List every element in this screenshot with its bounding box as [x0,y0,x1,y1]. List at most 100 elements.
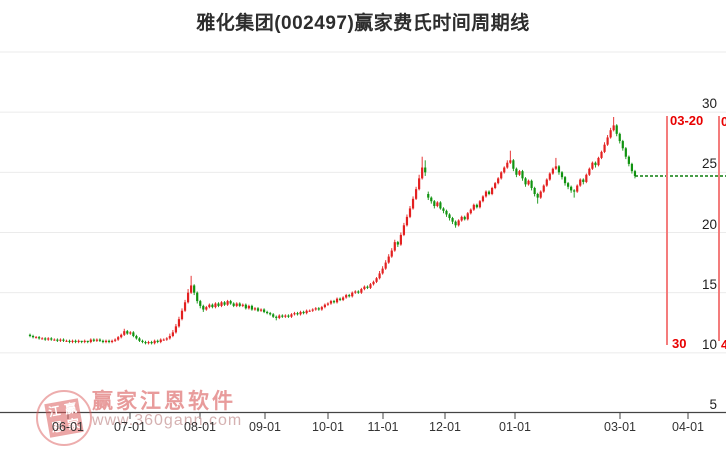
candle-body [335,298,339,303]
y-axis-label: 20 [701,216,717,232]
x-axis-label: 06-01 [52,420,84,434]
cycle-count-label: 30 [672,336,687,351]
candle-body [47,338,50,340]
candle-body [177,319,181,327]
candle-body [594,162,597,166]
candle-body [41,338,44,340]
candle-body [503,167,506,173]
candle-body [351,292,354,297]
candle-body [515,168,518,175]
candle-body [34,337,38,339]
candle-body [120,334,123,338]
x-axis-label: 11-01 [367,420,399,434]
candle-body [199,301,202,306]
candle-body [506,162,509,168]
candle-body [497,178,500,184]
candle-body [262,309,266,312]
candle-body [332,301,336,303]
candle-body [539,191,542,198]
candle-body [536,193,539,198]
candle-body [442,208,445,211]
candle-body [214,303,217,308]
candle-body [232,303,235,306]
candle-body [278,315,281,318]
candle-body [384,262,387,269]
candle-body [484,191,488,197]
candle-body [235,303,238,306]
candle-body [135,335,138,339]
candle-body [80,340,83,343]
candle-body [174,326,178,333]
candle-body [104,340,108,343]
candle-body [627,156,630,164]
candle-body [247,305,250,309]
candle-body [323,304,326,308]
candle-body [475,204,478,208]
candle-body [606,137,609,145]
candle-body [585,174,588,182]
candle-body [138,338,141,341]
candle-body [430,197,433,202]
candle-body [314,308,317,310]
candle-body [272,314,275,317]
candle-body [387,256,390,263]
candle-body [275,316,278,318]
candle-body [472,204,475,210]
watermark-url-text: www.360gann.com [92,412,243,429]
candle-body [463,216,466,220]
candle-body [551,168,554,174]
cycle-vertical-line-2[interactable] [718,116,720,341]
candle-body [460,216,463,221]
candle-body [74,340,77,343]
candle-body [159,339,162,343]
candle-body [445,210,448,215]
candle-body [241,304,244,306]
x-axis-label: 01-01 [499,420,531,434]
candle-body [165,338,168,340]
candle-body [168,335,171,339]
cycle-vertical-line-1[interactable] [666,116,668,345]
candle-body [545,179,548,186]
y-axis-label: 30 [701,96,717,112]
candle-body [448,214,451,219]
candle-body [302,311,305,314]
candle-body [360,289,363,293]
candle-body [65,340,68,342]
candle-body [439,202,442,209]
candle-body [375,278,378,282]
candle-body [71,340,74,343]
candle-body [609,130,612,138]
candle-body [348,295,351,297]
candle-body [466,213,469,220]
candle-body [208,304,211,308]
candle-body [591,162,594,169]
candle-body [381,268,384,274]
candle-body [396,242,399,245]
candle-body [256,308,260,311]
candle-body [269,313,272,315]
candle-body [494,183,497,188]
x-axis-label: 04-01 [672,420,704,434]
cycle-date-label: 03-20 [670,113,704,128]
candle-body [211,304,214,308]
candle-body [524,178,527,185]
candle-body [363,286,366,290]
candle-body [393,242,396,251]
candle-body [153,340,156,344]
candle-body [329,301,333,304]
candle-body [487,191,491,194]
candle-body [478,201,482,208]
candle-body [147,342,150,344]
candle-body [28,334,32,336]
candle-body [582,179,585,182]
candle-body [293,313,296,315]
candle-body [563,177,567,184]
candle-body [129,332,132,334]
candle-body [454,221,457,226]
candle-body [56,339,59,341]
candle-body [156,340,159,343]
candle-body [338,298,342,300]
cycle2-top-label-clipped: 0 [721,114,726,129]
candle-body [521,171,524,179]
